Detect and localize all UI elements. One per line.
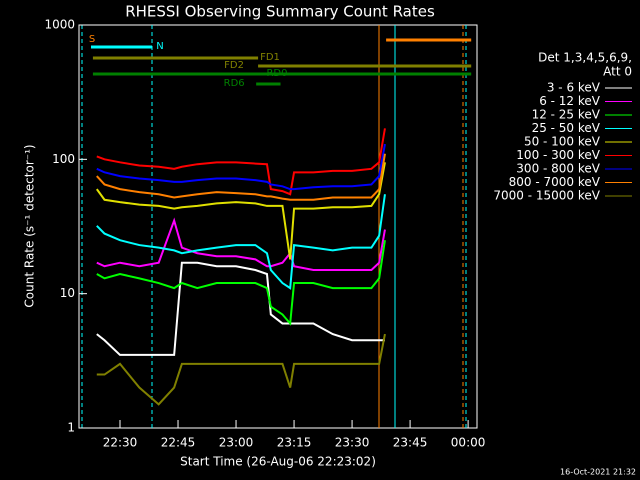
y-tick-label: 1000 [44,18,75,32]
legend-label: 7000 - 15000 keV [493,189,600,203]
legend-header: Att 0 [603,65,632,79]
series-line [96,217,386,272]
x-tick-label: 23:15 [277,436,312,450]
x-tick-label: 00:00 [451,436,486,450]
y-tick-label: 1 [67,421,75,435]
series-line [96,261,385,356]
legend-label: 12 - 25 keV [532,108,601,122]
series-line [96,128,386,196]
series-line [96,143,386,191]
y-tick-label: 10 [60,286,75,300]
x-tick-label: 23:45 [393,436,428,450]
series-line [96,194,386,290]
legend-label: 100 - 300 keV [516,148,600,162]
flag-label: FD1 [260,52,280,63]
y-tick-label: 100 [52,152,75,166]
legend-label: 800 - 7000 keV [509,175,601,189]
plot-frame [78,24,478,429]
legend-label: 25 - 50 keV [532,121,601,135]
series-line [95,162,386,260]
legend-header: Det 1,3,4,5,6,9, [538,51,632,65]
series-line [96,333,386,406]
x-tick-label: 22:30 [103,436,138,450]
legend-label: 6 - 12 keV [539,94,601,108]
flag-label: RD0 [266,68,287,79]
x-tick-label: 22:45 [161,436,196,450]
x-tick-label: 23:30 [335,436,370,450]
legend-label: 50 - 100 keV [524,135,601,149]
flag-label: N [156,41,163,52]
x-tick-label: 23:00 [219,436,254,450]
chart-title: RHESSI Observing Summary Count Rates [125,3,435,21]
x-axis-label: Start Time (26-Aug-06 22:23:02) [180,455,376,469]
legend-label: 3 - 6 keV [547,81,601,95]
flag-label: FD2 [224,60,244,71]
series-line [96,240,386,326]
flag-label: S [89,34,95,45]
series-line [96,153,386,201]
footer: 16-Oct-2021 21:32 [560,468,636,477]
y-axis-label: Count Rate (s⁻¹ detector⁻¹) [23,144,37,307]
legend-label: 300 - 800 keV [516,162,600,176]
flag-label: RD6 [224,78,245,89]
